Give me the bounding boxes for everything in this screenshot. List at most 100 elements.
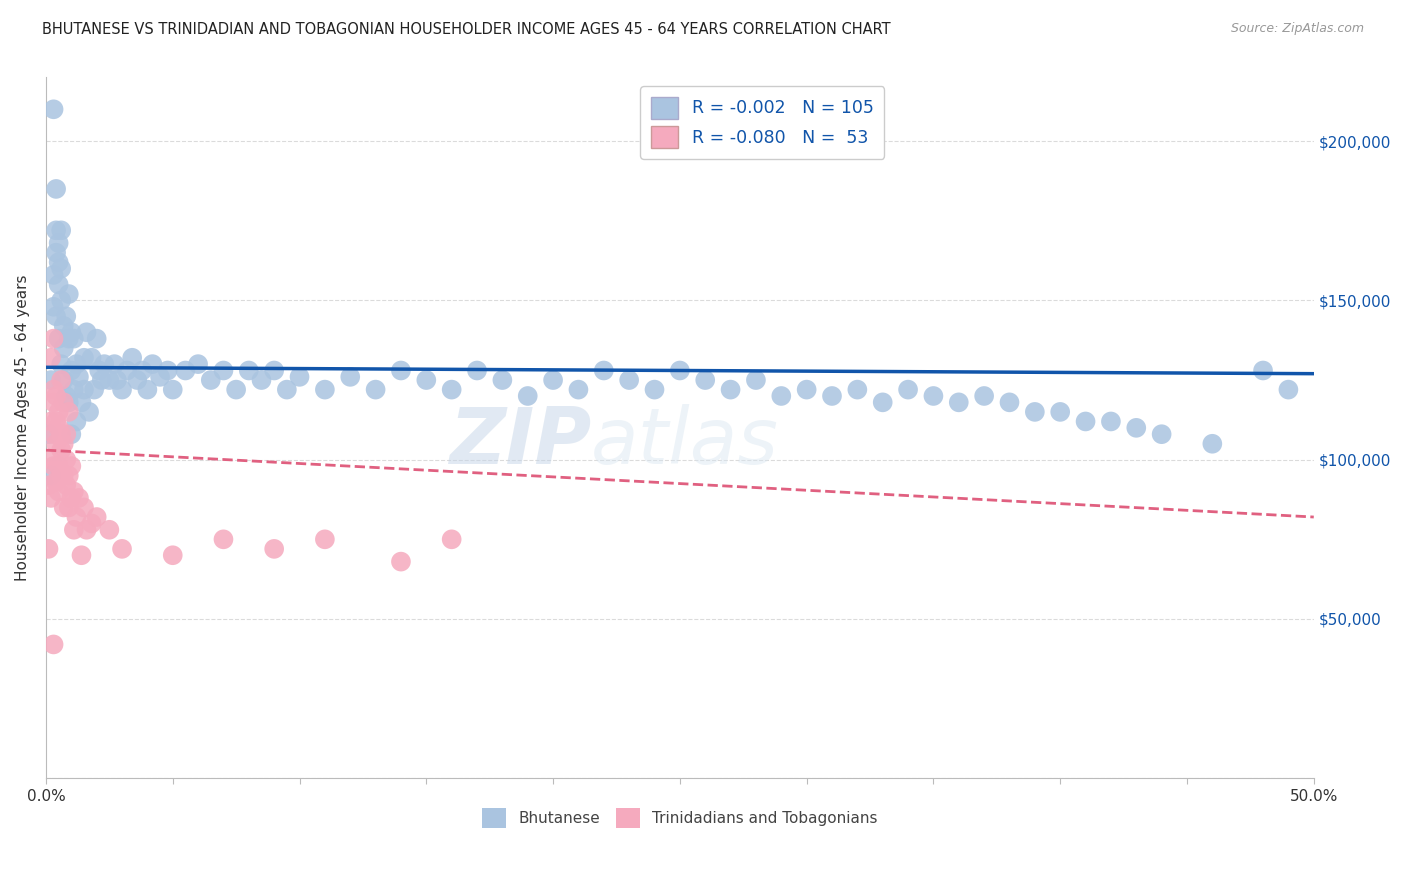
Point	[42, 332, 65, 346]
Point	[86, 510, 108, 524]
Point	[1150, 427, 1173, 442]
Point	[98, 373, 121, 387]
Point	[1277, 383, 1299, 397]
Point	[63, 383, 86, 397]
Point	[415, 373, 437, 387]
Point	[541, 373, 564, 387]
Point	[45, 310, 67, 324]
Point	[58, 395, 80, 409]
Point	[644, 383, 666, 397]
Point	[60, 363, 83, 377]
Point	[48, 421, 70, 435]
Point	[52, 500, 75, 515]
Point	[1099, 414, 1122, 428]
Point	[115, 363, 138, 377]
Point	[263, 363, 285, 377]
Point	[465, 363, 488, 377]
Point	[263, 541, 285, 556]
Point	[51, 357, 73, 371]
Point	[105, 373, 128, 387]
Text: BHUTANESE VS TRINIDADIAN AND TOBAGONIAN HOUSEHOLDER INCOME AGES 45 - 64 YEARS CO: BHUTANESE VS TRINIDADIAN AND TOBAGONIAN …	[42, 22, 891, 37]
Point	[58, 332, 80, 346]
Point	[187, 357, 209, 371]
Point	[42, 300, 65, 314]
Point	[39, 491, 62, 505]
Point	[491, 373, 513, 387]
Point	[89, 363, 111, 377]
Point	[149, 369, 172, 384]
Point	[60, 491, 83, 505]
Point	[52, 395, 75, 409]
Point	[52, 468, 75, 483]
Point	[55, 452, 77, 467]
Point	[1074, 414, 1097, 428]
Point	[1125, 421, 1147, 435]
Point	[162, 548, 184, 562]
Point	[103, 357, 125, 371]
Point	[67, 369, 90, 384]
Point	[42, 458, 65, 473]
Point	[45, 223, 67, 237]
Point	[111, 541, 134, 556]
Point	[872, 395, 894, 409]
Point	[440, 533, 463, 547]
Point	[846, 383, 869, 397]
Point	[98, 523, 121, 537]
Point	[238, 363, 260, 377]
Point	[1201, 436, 1223, 450]
Point	[1024, 405, 1046, 419]
Point	[76, 523, 98, 537]
Point	[45, 245, 67, 260]
Point	[948, 395, 970, 409]
Point	[111, 383, 134, 397]
Point	[212, 363, 235, 377]
Point	[136, 383, 159, 397]
Point	[131, 363, 153, 377]
Point	[65, 510, 87, 524]
Point	[42, 427, 65, 442]
Point	[121, 351, 143, 365]
Point	[38, 478, 60, 492]
Point	[45, 436, 67, 450]
Point	[389, 555, 412, 569]
Point	[440, 383, 463, 397]
Point	[162, 383, 184, 397]
Point	[42, 103, 65, 117]
Point	[73, 500, 96, 515]
Point	[45, 389, 67, 403]
Point	[73, 383, 96, 397]
Point	[55, 389, 77, 403]
Point	[922, 389, 945, 403]
Point	[48, 332, 70, 346]
Point	[998, 395, 1021, 409]
Point	[567, 383, 589, 397]
Point	[48, 405, 70, 419]
Point	[51, 468, 73, 483]
Point	[276, 383, 298, 397]
Point	[669, 363, 692, 377]
Point	[364, 383, 387, 397]
Point	[156, 363, 179, 377]
Point	[70, 548, 93, 562]
Point	[60, 458, 83, 473]
Point	[86, 332, 108, 346]
Point	[42, 268, 65, 282]
Point	[389, 363, 412, 377]
Point	[1049, 405, 1071, 419]
Point	[42, 637, 65, 651]
Point	[225, 383, 247, 397]
Point	[770, 389, 793, 403]
Point	[52, 436, 75, 450]
Point	[51, 223, 73, 237]
Point	[67, 491, 90, 505]
Point	[39, 468, 62, 483]
Point	[55, 310, 77, 324]
Point	[48, 236, 70, 251]
Point	[339, 369, 361, 384]
Point	[42, 395, 65, 409]
Point	[51, 293, 73, 308]
Point	[1251, 363, 1274, 377]
Point	[516, 389, 538, 403]
Point	[58, 405, 80, 419]
Point	[80, 516, 103, 531]
